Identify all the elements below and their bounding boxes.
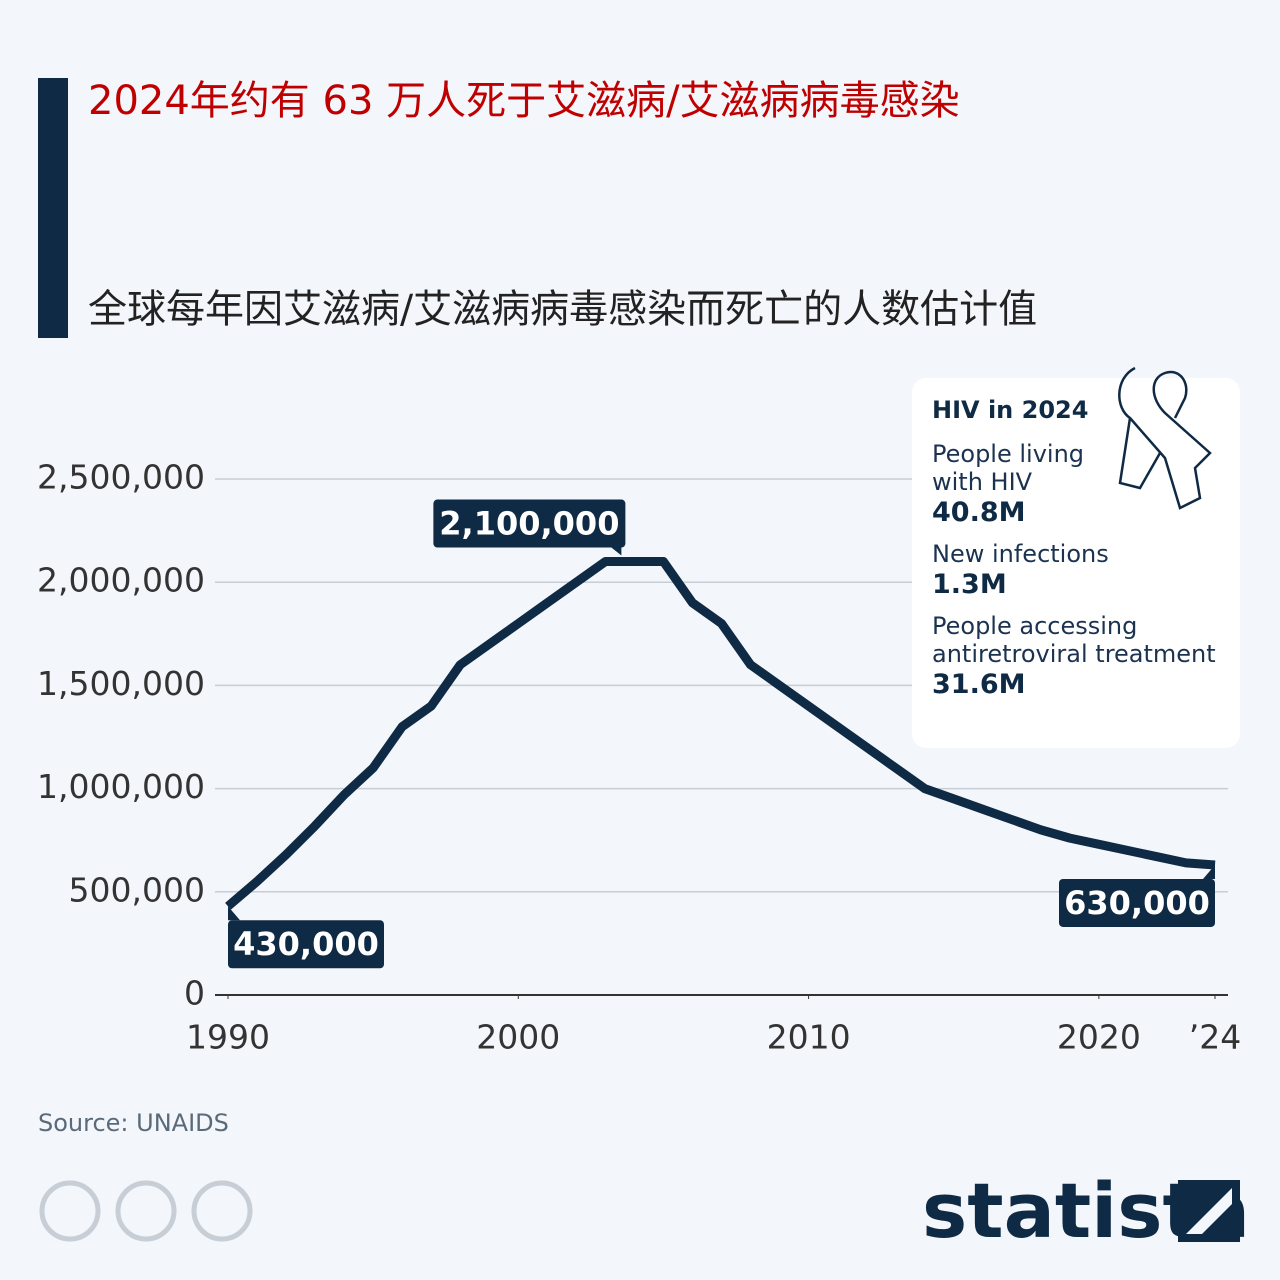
license-icons [39,1180,253,1242]
y-tick-label: 500,000 [69,870,205,909]
y-tick-label: 2,000,000 [37,561,205,600]
label-pointer [1203,864,1215,879]
x-tick-label: 2010 [767,1018,851,1057]
data-label: 630,000 [1059,864,1215,927]
info-label: antiretroviral treatment [932,640,1216,668]
label-pointer [228,906,240,921]
x-tick-label: 1990 [186,1018,270,1057]
info-value: 40.8M [932,497,1026,528]
info-value: 1.3M [932,569,1007,600]
label-box [1059,878,1215,927]
info-label: People living [932,440,1085,468]
info-title: HIV in 2024 [932,396,1089,424]
line [225,557,1216,910]
info-label: People accessing [932,612,1138,640]
source: Source: UNAIDS [38,1109,229,1137]
accent-bar [38,78,68,338]
x-tick-label: 2000 [476,1018,560,1057]
chart-title: 2024年约有 63 万人死于艾滋病/艾滋病病毒感染 [88,78,960,124]
data-label-text: 430,000 [233,925,379,963]
brand-icon [1178,1180,1240,1242]
y-tick-label: 0 [184,974,205,1013]
y-tick-label: 2,500,000 [37,458,205,497]
info-box: HIV in 2024 People living with HIV 40.8M New… [912,378,1240,748]
data-label: 430,000 [228,906,384,969]
x-tick-label: 2020 [1057,1018,1141,1057]
info-value: 31.6M [932,669,1026,700]
y-tick-label: 1,500,000 [37,664,205,703]
label-pointer [611,547,622,556]
info-label: with HIV [932,468,1033,496]
ribbon-icon [1118,366,1212,510]
y-tick-label: 1,000,000 [37,767,205,806]
data-label-text: 630,000 [1064,884,1210,922]
chart-subtitle: 全球每年因艾滋病/艾滋病病毒感染而死亡的人数估计值 [88,288,1037,333]
data-label-text: 2,100,000 [439,505,619,543]
label-box [433,499,626,548]
x-tick-label: ’24 [1189,1018,1241,1057]
data-label: 2,100,000 [433,499,626,556]
label-box [228,920,384,969]
info-label: New infections [932,540,1109,568]
